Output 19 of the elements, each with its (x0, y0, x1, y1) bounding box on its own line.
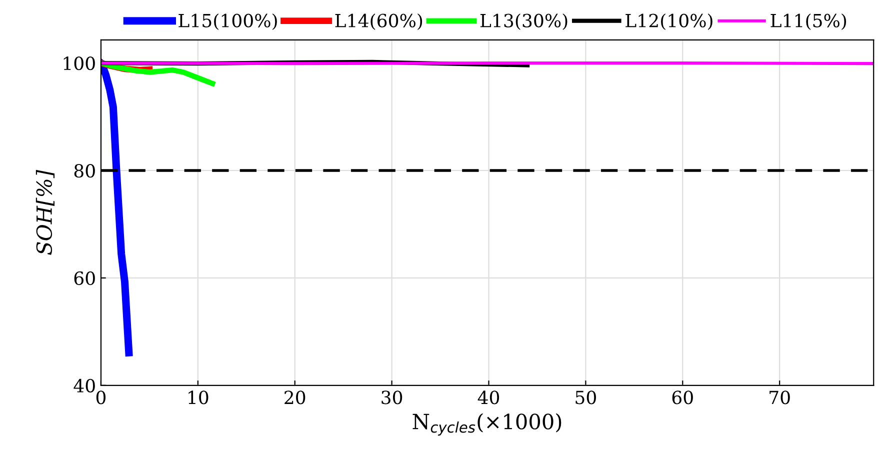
legend-label: L12(10%) (626, 13, 712, 30)
x-axis-title: N$_{cycles}$(×1000) (412, 413, 562, 436)
x-tick-label: 0 (96, 390, 106, 404)
legend-label: L14(60%) (335, 13, 422, 30)
x-tick-label: 40 (478, 390, 500, 404)
x-tick-label: 10 (188, 390, 208, 404)
legend-label: L13(30%) (480, 13, 568, 30)
legend-label: L15(100%) (178, 13, 277, 30)
y-tick-label: 80 (74, 164, 95, 178)
legend-label: L11(5%) (770, 13, 846, 30)
x-tick-label: 30 (382, 390, 402, 404)
x-tick-label: 60 (672, 390, 693, 404)
x-tick-label: 20 (284, 390, 306, 404)
x-tick-label: 50 (576, 390, 596, 404)
y-axis-title: SOH[%] (36, 170, 55, 255)
y-tick-label: 40 (74, 378, 95, 393)
y-tick-label: 60 (74, 271, 95, 286)
x-tick-label: 70 (770, 390, 790, 404)
y-tick-label: 100 (64, 56, 95, 70)
